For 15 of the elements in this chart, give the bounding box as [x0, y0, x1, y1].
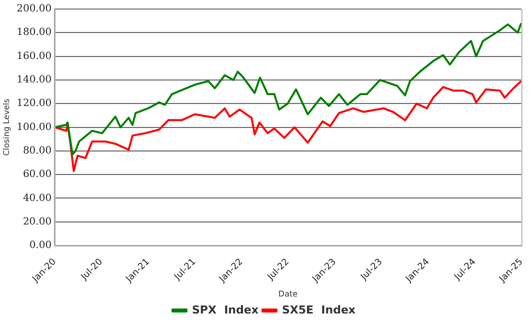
y-tick-label: 40.00 [22, 192, 52, 204]
y-tick-label: 120.00 [16, 98, 52, 110]
y-tick-label: 200.00 [16, 4, 52, 15]
legend-label: SX5E Index [282, 303, 356, 316]
y-tick-label: 140.00 [16, 74, 52, 86]
y-tick-label: 60.00 [22, 169, 52, 180]
y-tick-label: 20.00 [22, 216, 52, 228]
y-tick-label: 100.00 [16, 122, 52, 133]
y-axis-title: Closing Levels [2, 98, 11, 156]
x-axis-title: Date [278, 289, 298, 298]
y-tick-label: 160.00 [16, 50, 52, 62]
y-tick-label: 180.00 [16, 27, 52, 38]
y-tick-label: 0.00 [29, 240, 52, 252]
y-tick-label: 80.00 [22, 146, 52, 157]
legend-label: SPX Index [192, 303, 258, 316]
